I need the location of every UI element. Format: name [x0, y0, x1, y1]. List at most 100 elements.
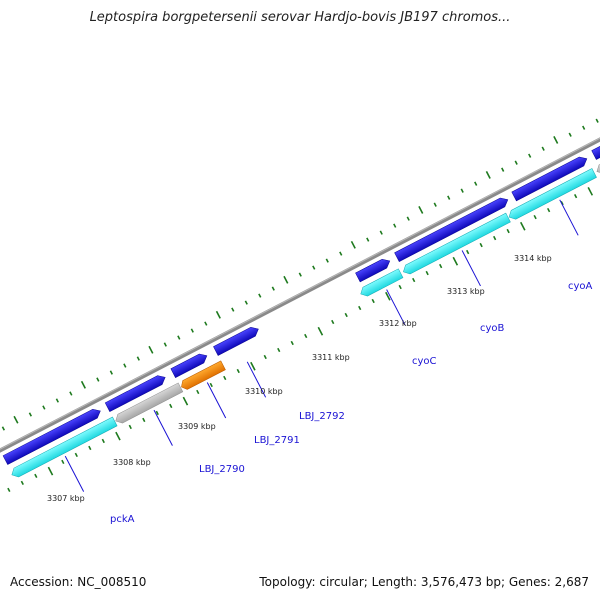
tick-mark — [7, 487, 11, 493]
tick-mark — [109, 370, 113, 375]
tick-mark — [514, 160, 518, 165]
tick-mark — [339, 251, 343, 256]
tick-mark — [366, 237, 370, 242]
tick-mark — [204, 321, 208, 326]
forward-cds — [2, 408, 101, 465]
gene-label-pckA[interactable]: pckA — [110, 514, 135, 525]
tick-mark — [312, 265, 316, 270]
tick-mark — [231, 307, 235, 312]
tick-mark — [177, 335, 181, 340]
gene-label-cyoA[interactable]: cyoA — [568, 281, 593, 292]
tick-mark — [379, 230, 383, 235]
gene-label-LBJ_2791[interactable]: LBJ_2791 — [254, 435, 300, 446]
tick-mark — [331, 319, 335, 325]
outer-ticks — [1, 118, 599, 431]
tick-mark — [452, 256, 459, 266]
tick-mark — [142, 417, 146, 423]
tick-mark — [433, 202, 437, 207]
ruler-label: 3308 kbp — [113, 458, 151, 467]
tick-mark — [541, 146, 545, 151]
tick-mark — [290, 340, 294, 346]
tick-mark — [163, 342, 167, 347]
tick-mark — [277, 347, 281, 353]
tick-mark — [47, 466, 54, 476]
tick-mark — [520, 221, 526, 231]
reverse-cds — [403, 212, 511, 275]
tick-mark — [573, 193, 578, 199]
tick-mark — [350, 240, 356, 249]
ruler-label: 3312 kbp — [379, 319, 417, 328]
tick-mark — [244, 300, 248, 305]
gene-label-lines — [64, 199, 579, 492]
tick-mark — [393, 223, 397, 228]
tick-mark — [136, 356, 140, 361]
tick-mark — [101, 438, 105, 444]
tick-mark — [69, 391, 73, 396]
inner-ticks — [7, 186, 594, 493]
gene-label-cyoC[interactable]: cyoC — [412, 356, 437, 367]
reverse-cds — [360, 268, 404, 297]
tick-mark — [88, 445, 92, 451]
forward-cds — [213, 327, 259, 356]
tick-mark — [587, 186, 594, 196]
reverse-cds — [11, 416, 118, 478]
tick-mark — [34, 473, 38, 479]
tick-mark — [20, 480, 24, 486]
tick-mark — [258, 293, 262, 298]
tick-mark — [317, 326, 324, 336]
backbone — [0, 0, 600, 477]
ruler-label: 3313 kbp — [447, 287, 485, 296]
ruler-label: 3310 kbp — [245, 387, 283, 396]
tick-mark — [190, 328, 194, 333]
tick-mark — [560, 200, 564, 206]
tick-mark — [250, 361, 256, 371]
reverse-cds-gray — [596, 79, 600, 174]
forward-cds — [355, 258, 391, 283]
tick-mark — [398, 284, 402, 290]
tick-mark — [271, 286, 275, 291]
tick-mark — [406, 216, 410, 221]
ruler-label: 3314 kbp — [514, 254, 552, 263]
tick-mark — [553, 136, 559, 144]
forward-cds — [591, 65, 600, 160]
tick-mark — [236, 368, 240, 374]
forward-cds — [170, 353, 208, 378]
forward-cds — [511, 156, 588, 202]
tick-mark — [215, 310, 221, 319]
tick-mark — [55, 398, 59, 403]
tick-mark — [196, 389, 200, 395]
tick-mark — [568, 132, 572, 137]
tick-mark — [528, 153, 532, 158]
tick-mark — [533, 214, 537, 220]
tick-mark — [96, 377, 100, 382]
tick-mark — [439, 263, 443, 269]
tick-mark — [169, 403, 173, 409]
tick-mark — [283, 275, 289, 284]
tick-mark — [155, 410, 159, 416]
tick-mark — [460, 188, 464, 193]
tick-mark — [42, 405, 46, 410]
tick-mark — [344, 312, 348, 318]
ruler-label: 3307 kbp — [47, 494, 85, 503]
tick-mark — [325, 258, 329, 263]
tick-mark — [80, 380, 86, 389]
tick-mark — [425, 270, 429, 276]
tick-mark — [506, 228, 510, 234]
gene-label-LBJ_2790[interactable]: LBJ_2790 — [199, 464, 245, 475]
tick-mark — [115, 431, 121, 441]
tick-mark — [547, 207, 551, 213]
tick-mark — [493, 235, 497, 241]
gene-label-LBJ_2792[interactable]: LBJ_2792 — [299, 411, 345, 422]
tick-mark — [148, 345, 154, 354]
gene-label-cyoB[interactable]: cyoB — [480, 323, 505, 334]
tick-mark — [595, 118, 599, 123]
tick-mark — [304, 333, 308, 339]
forward-cds — [104, 375, 166, 413]
tick-mark — [209, 382, 213, 388]
reverse-cds-gray — [115, 382, 184, 424]
ruler-label: 3309 kbp — [178, 422, 216, 431]
tick-mark — [474, 181, 478, 186]
forward-cds — [394, 197, 509, 262]
reverse-cds-orange — [181, 360, 226, 390]
map-title: Leptospira borgpetersenii serovar Hardjo… — [89, 10, 511, 25]
